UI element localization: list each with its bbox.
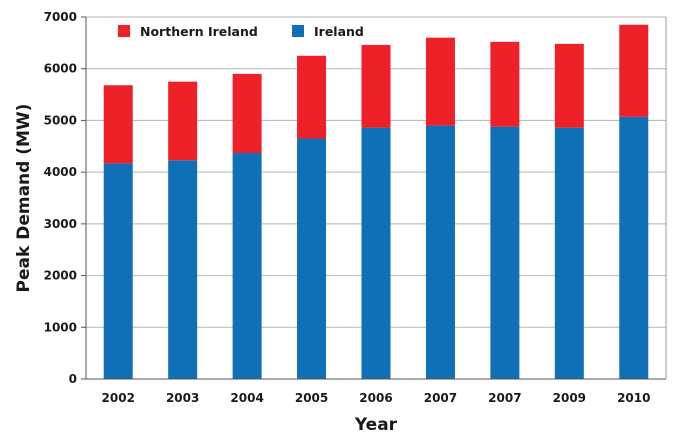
y-tick-label: 4000	[44, 165, 77, 179]
x-tick-label: 2005	[295, 391, 328, 405]
x-tick-label: 2007	[424, 391, 457, 405]
bar-ireland	[554, 127, 584, 379]
bar-ireland	[297, 138, 327, 379]
bar-northern-ireland	[103, 85, 133, 164]
axes	[85, 17, 667, 380]
bars	[103, 24, 649, 380]
x-tick-label: 2010	[617, 391, 650, 405]
x-tick-labels: 2002 2003 2004 2005 2006 2007 2007 2009 2010	[102, 391, 651, 405]
y-axis-title: Peak Demand (MW)	[14, 104, 34, 293]
bar-ireland	[361, 127, 391, 379]
bar-ireland	[619, 116, 649, 380]
y-tick-label: 5000	[44, 113, 77, 127]
y-tick-label: 6000	[44, 62, 77, 76]
bar-northern-ireland	[490, 41, 520, 127]
x-tick-label: 2006	[359, 391, 392, 405]
legend-label: Northern Ireland	[140, 24, 258, 39]
bar-northern-ireland	[361, 44, 391, 128]
y-tick-label: 2000	[44, 269, 77, 283]
legend-swatch	[118, 25, 130, 37]
bar-northern-ireland	[232, 73, 262, 154]
x-tick-label: 2004	[230, 391, 263, 405]
x-tick-label: 2007	[488, 391, 521, 405]
bar-northern-ireland	[425, 37, 455, 126]
bar-northern-ireland	[297, 55, 327, 139]
legend-label: Ireland	[314, 24, 364, 39]
x-tick-label: 2002	[102, 391, 135, 405]
y-tick-label: 0	[69, 372, 77, 386]
bar-ireland	[168, 160, 198, 379]
legend: Northern Ireland Ireland	[118, 24, 364, 39]
bar-ireland	[232, 153, 262, 379]
bar-northern-ireland	[619, 24, 649, 117]
bar-ireland	[425, 125, 455, 379]
legend-swatch	[292, 25, 304, 37]
y-tick-label: 7000	[44, 10, 77, 24]
bar-northern-ireland	[168, 81, 198, 161]
y-tick-labels: 0 1000 2000 3000 4000 5000 6000 7000	[44, 10, 77, 386]
x-tick-label: 2003	[166, 391, 199, 405]
x-tick-label: 2009	[553, 391, 586, 405]
y-tick-label: 3000	[44, 217, 77, 231]
bar-ireland	[490, 126, 520, 380]
x-axis-title: Year	[354, 415, 398, 434]
bar-ireland	[103, 163, 133, 379]
y-tick-label: 1000	[44, 320, 77, 334]
bar-northern-ireland	[554, 43, 584, 128]
